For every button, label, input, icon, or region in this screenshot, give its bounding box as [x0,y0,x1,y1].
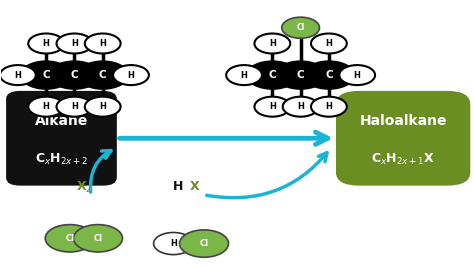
Circle shape [255,97,290,117]
Circle shape [255,34,290,53]
Text: H: H [43,102,50,111]
FancyBboxPatch shape [336,91,470,186]
Circle shape [154,232,193,255]
Text: H: H [71,102,78,111]
Circle shape [311,97,347,117]
Text: C: C [99,70,107,80]
Circle shape [311,34,347,53]
Circle shape [85,97,120,117]
Circle shape [20,60,73,90]
Text: H: H [99,102,106,111]
Circle shape [339,65,375,85]
Text: C: C [325,70,333,80]
Text: H: H [71,39,78,48]
Text: H: H [14,70,21,80]
Circle shape [113,65,149,85]
Text: C: C [42,70,50,80]
Text: Cl: Cl [65,234,74,243]
Circle shape [28,34,64,53]
Text: C$_x$H$_{2x+1}$X: C$_x$H$_{2x+1}$X [371,152,435,167]
Text: X$_2$: X$_2$ [76,179,92,194]
Circle shape [73,225,122,252]
Text: H: H [170,239,177,248]
Text: C$_x$H$_{2x+2}$: C$_x$H$_{2x+2}$ [35,152,88,167]
FancyBboxPatch shape [6,91,117,186]
Circle shape [48,60,101,90]
Text: Cl: Cl [93,234,102,243]
Text: Haloalkane: Haloalkane [359,114,447,128]
Text: H: H [269,39,276,48]
Text: H: H [241,70,247,80]
Circle shape [226,65,262,85]
Circle shape [76,60,129,90]
Circle shape [56,97,92,117]
Text: H: H [326,102,332,111]
Text: X: X [190,180,200,193]
Text: Alkane: Alkane [35,114,88,128]
Text: H: H [128,70,135,80]
Circle shape [246,60,299,90]
Text: H: H [43,39,50,48]
Text: H: H [297,102,304,111]
Circle shape [85,34,120,53]
Text: H: H [99,39,106,48]
Text: H: H [354,70,361,80]
Circle shape [282,17,319,38]
Circle shape [302,60,356,90]
Circle shape [0,65,36,85]
Circle shape [283,97,319,117]
Text: Cl: Cl [200,239,209,248]
Circle shape [56,34,92,53]
Text: H: H [173,180,183,193]
Text: H: H [326,39,332,48]
Text: Cl: Cl [297,23,305,32]
Circle shape [180,230,228,257]
Circle shape [28,97,64,117]
Text: C: C [297,70,304,80]
Text: C: C [71,70,78,80]
Circle shape [274,60,327,90]
Text: H: H [269,102,276,111]
Text: C: C [269,70,276,80]
Circle shape [45,225,94,252]
